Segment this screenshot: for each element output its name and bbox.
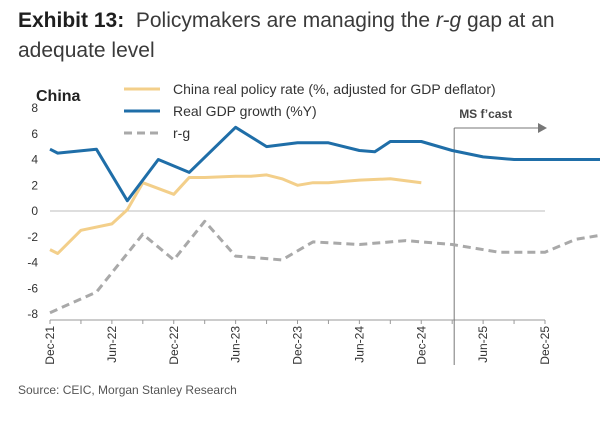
- x-tick-label: Dec-22: [167, 326, 181, 365]
- exhibit-title: Exhibit 13: Policymakers are managing th…: [18, 6, 588, 66]
- policy-rate-line: [49, 173, 422, 255]
- y-tick-label: -6: [27, 281, 38, 295]
- y-tick-label: 4: [31, 153, 38, 167]
- legend-label: Real GDP growth (%Y): [173, 103, 317, 119]
- y-tick-label: 6: [31, 127, 38, 141]
- gdp-growth-line: [49, 125, 600, 203]
- title-text-post: gap at an adequate level: [18, 9, 555, 62]
- forecast-arrow-head: [538, 123, 547, 133]
- x-tick-label: Jun-23: [229, 326, 243, 363]
- y-tick-label: 0: [31, 204, 38, 218]
- legend-label: r-g: [173, 125, 190, 141]
- x-tick-label: Dec-25: [538, 326, 552, 365]
- title-text-pre: Policymakers are managing the: [135, 9, 436, 32]
- x-tick-label: Jun-22: [105, 326, 119, 363]
- r-g-line: [49, 219, 600, 315]
- x-tick-label: Jun-24: [352, 326, 366, 363]
- y-tick-label: 2: [31, 178, 38, 192]
- x-tick-label: Jun-25: [476, 326, 490, 363]
- forecast-label: MS f’cast: [459, 107, 512, 121]
- y-tick-label: -2: [27, 230, 38, 244]
- y-tick-label: -8: [27, 307, 38, 321]
- y-tick-label: -4: [27, 256, 38, 270]
- x-tick-label: Dec-24: [414, 326, 428, 365]
- exhibit-label: Exhibit 13:: [18, 9, 125, 32]
- y-tick-label: 8: [31, 101, 38, 115]
- x-tick-label: Dec-21: [43, 326, 57, 365]
- title-text-italic: r-g: [435, 9, 462, 32]
- panel-label: China: [36, 88, 81, 105]
- legend-label: China real policy rate (%, adjusted for …: [173, 81, 496, 97]
- x-tick-label: Dec-23: [291, 326, 305, 365]
- source-note: Source: CEIC, Morgan Stanley Research: [18, 383, 237, 397]
